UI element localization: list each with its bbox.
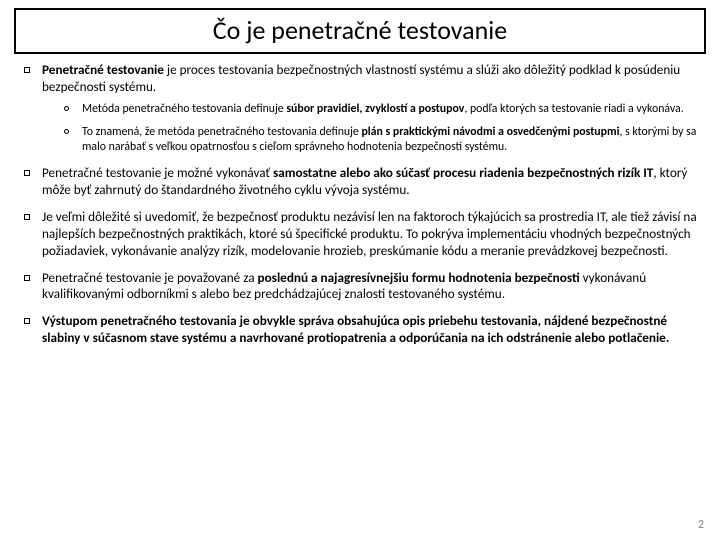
bullet-text: Penetračné testovanie je možné vykonávať… (42, 164, 687, 198)
bullet-level2: Metóda penetračného testovania definuje … (62, 102, 706, 117)
slide: Čo je penetračné testovanie Penetračné t… (0, 0, 720, 540)
bullet-level1: Penetračné testovanie je možné vykonávať… (20, 165, 706, 199)
bullet-text: Penetračné testovanie je považované za p… (42, 269, 646, 303)
sub-bullet-text: To znamená, že metóda penetračného testo… (82, 125, 696, 154)
sub-bullet-text: Metóda penetračného testovania definuje … (82, 102, 684, 116)
bullet-level1: Výstupom penetračného testovania je obvy… (20, 313, 706, 347)
bullet-level1: Penetračné testovanie je považované za p… (20, 270, 706, 304)
bullet-level2: To znamená, že metóda penetračného testo… (62, 125, 706, 155)
bullet-text: Je veľmi dôležité si uvedomiť, že bezpeč… (42, 208, 697, 259)
sub-bullet-list: Metóda penetračného testovania definuje … (62, 102, 706, 155)
slide-title: Čo je penetračné testovanie (16, 14, 704, 46)
bullet-list: Penetračné testovanie je proces testovan… (20, 62, 706, 347)
bullet-text: Výstupom penetračného testovania je obvy… (42, 312, 669, 346)
title-box: Čo je penetračné testovanie (14, 8, 706, 54)
bullet-level1: Je veľmi dôležité si uvedomiť, že bezpeč… (20, 209, 706, 260)
bullet-level1: Penetračné testovanie je proces testovan… (20, 62, 706, 155)
page-number: 2 (698, 518, 704, 532)
bullet-text: Penetračné testovanie je proces testovan… (42, 61, 680, 95)
